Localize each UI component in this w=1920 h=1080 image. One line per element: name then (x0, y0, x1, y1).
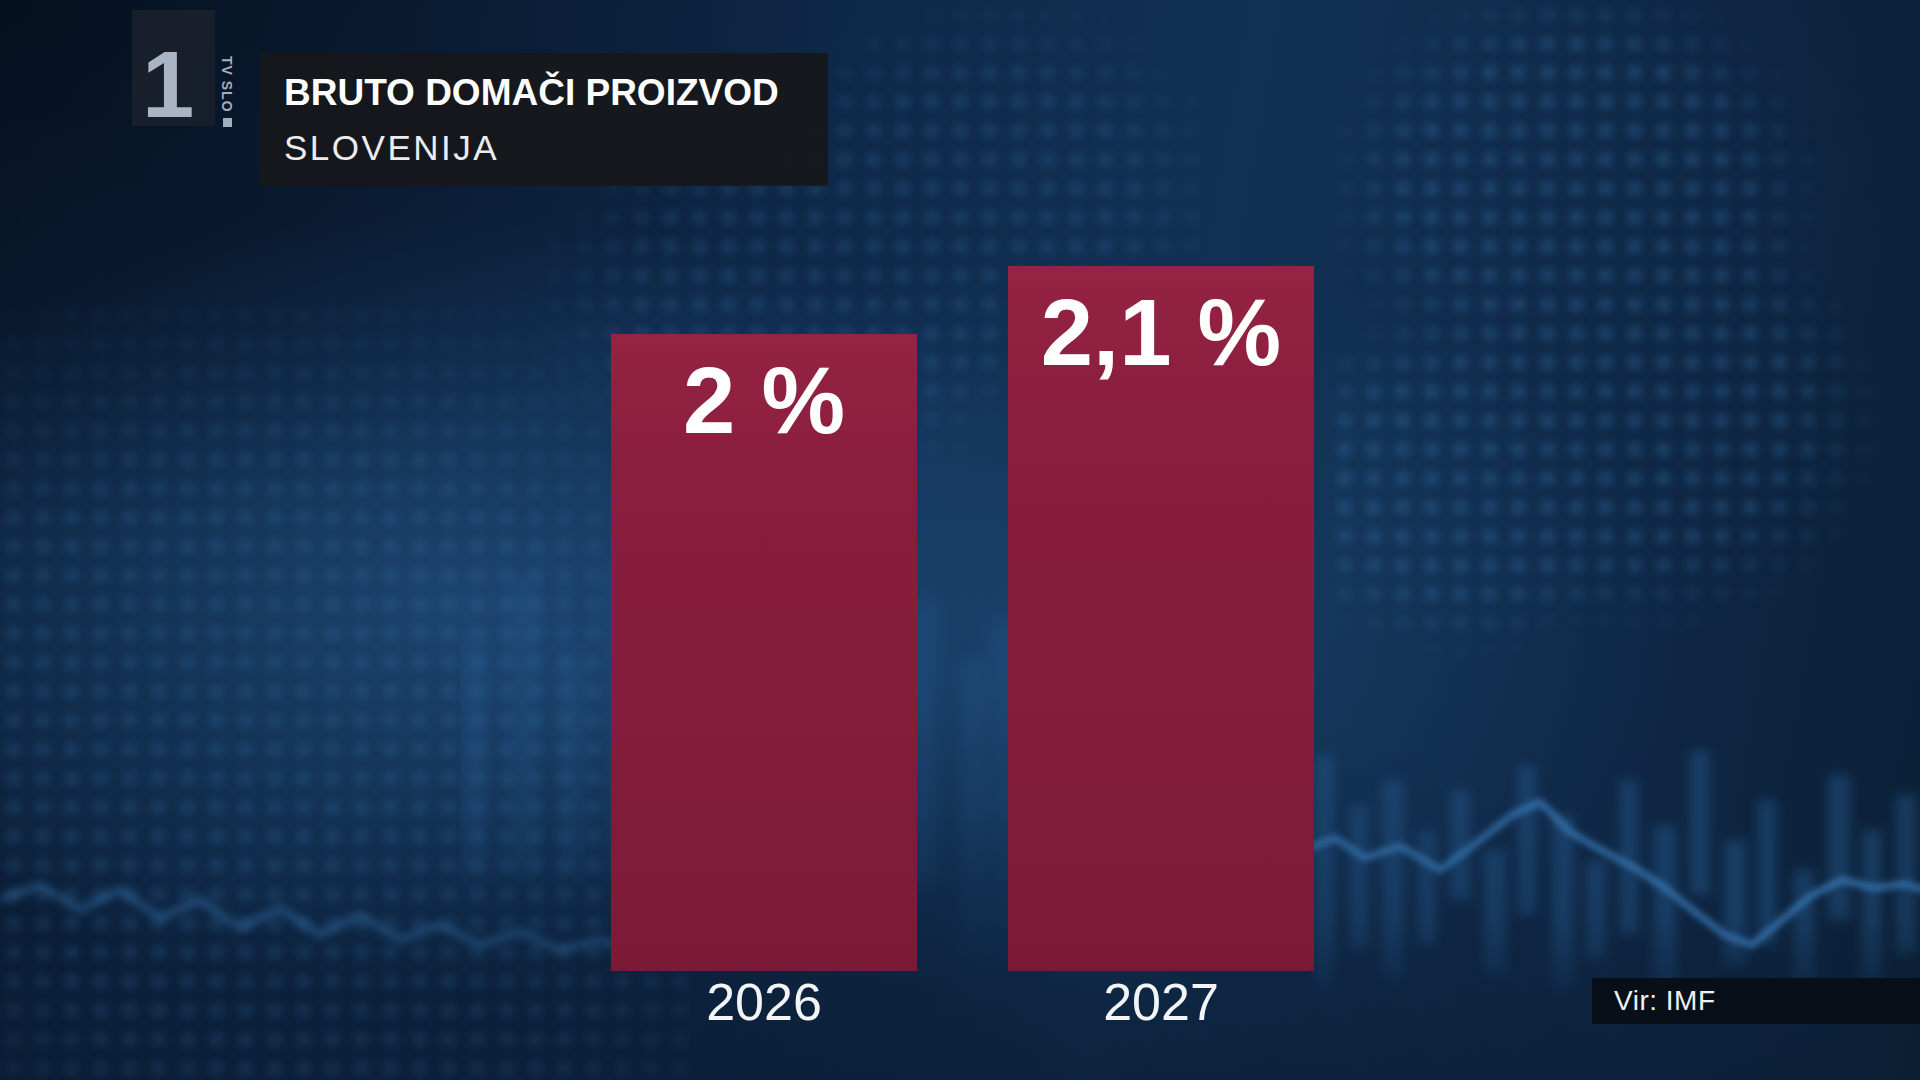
tv-graphic: 1 TV SLO BRUTO DOMAČI PROIZVOD SLOVENIJA… (0, 0, 1920, 1080)
channel-logo-number: 1 (142, 38, 194, 132)
title-box: BRUTO DOMAČI PROIZVOD SLOVENIJA (260, 53, 828, 186)
bar-2026: 2 % (611, 334, 917, 971)
source-label: Vir: IMF (1614, 985, 1715, 1017)
bar-2027: 2,1 % (1008, 266, 1314, 971)
chart-title: BRUTO DOMAČI PROIZVOD (284, 70, 828, 116)
bar-category-label: 2026 (611, 972, 917, 1032)
chart-subtitle: SLOVENIJA (284, 127, 828, 169)
bar-category-label: 2027 (1008, 972, 1314, 1032)
bar-value-label: 2,1 % (1008, 286, 1314, 380)
channel-logo: 1 (132, 10, 215, 126)
channel-logo-vertical-text: TV SLO (220, 56, 234, 127)
bar-value-label: 2 % (611, 354, 917, 448)
logo-square-icon (223, 118, 232, 127)
source-box: Vir: IMF (1592, 978, 1920, 1024)
channel-logo-vertical-label: TV SLO (219, 56, 235, 113)
